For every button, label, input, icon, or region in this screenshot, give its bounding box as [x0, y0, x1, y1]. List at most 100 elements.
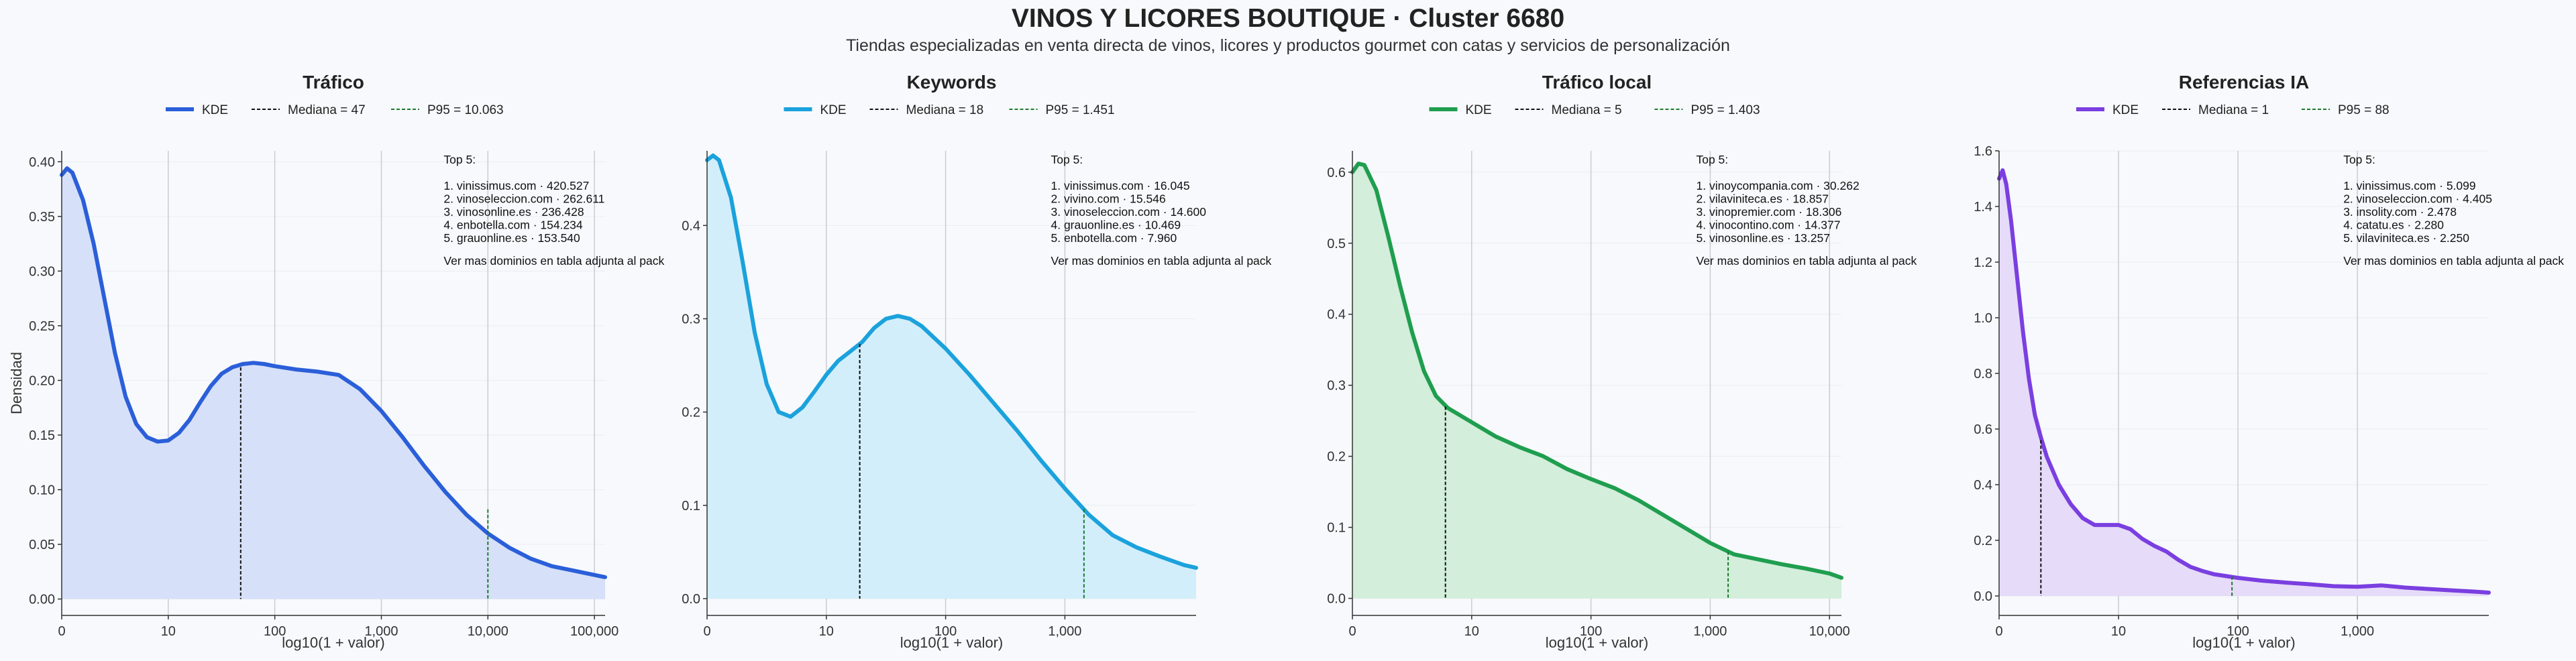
chart-trafico-ytick-1: 0.05	[29, 538, 55, 552]
chart-trafico-local-title: Tráfico local	[1542, 72, 1652, 93]
chart-trafico-top5-item-2: 2. vinoseleccion.com · 262.611	[443, 192, 604, 206]
chart-keywords-top5-item-1: 1. vinissimus.com · 16.045	[1051, 179, 1189, 192]
chart-referencias-ia-xtick-3: 1,000	[2341, 624, 2374, 639]
chart-trafico-local-top5-item-3: 3. vinopremier.com · 18.306	[1696, 205, 1841, 219]
chart-referencias-ia-legend-median: Mediana = 1	[2198, 103, 2269, 117]
chart-trafico-top5-item-5: 5. grauonline.es · 153.540	[443, 231, 580, 245]
chart-trafico-legend-p95: P95 = 10.063	[427, 103, 504, 117]
chart-keywords-xtick-3: 1,000	[1048, 624, 1081, 639]
page-title: VINOS Y LICORES BOUTIQUE · Cluster 6680	[1011, 4, 1565, 33]
chart-trafico-ytick-5: 0.25	[29, 319, 55, 334]
chart-trafico-ytick-3: 0.15	[29, 428, 55, 443]
chart-referencias-ia-ytick-6: 1.2	[1974, 255, 1992, 270]
chart-trafico-local-kde-area	[1352, 164, 1841, 599]
chart-keywords-top5-title: Top 5:	[1051, 153, 1083, 166]
chart-referencias-ia-ytick-3: 0.6	[1974, 422, 1992, 437]
page-subtitle: Tiendas especializadas en venta directa …	[846, 36, 1730, 55]
chart-trafico-local-ytick-3: 0.3	[1327, 379, 1346, 394]
chart-referencias-ia-xtick-1: 10	[2111, 624, 2126, 639]
chart-trafico-local-legend-median: Mediana = 5	[1552, 103, 1622, 117]
chart-keywords-ytick-4: 0.4	[682, 219, 700, 233]
chart-trafico-local-ytick-6: 0.6	[1327, 166, 1346, 180]
chart-trafico-local-ytick-1: 0.1	[1327, 521, 1346, 536]
chart-trafico-ytick-4: 0.20	[29, 373, 55, 388]
chart-keywords-xtick-0: 0	[703, 624, 710, 639]
chart-referencias-ia-legend-kde: KDE	[2112, 103, 2139, 117]
chart-trafico-legend: KDE Mediana = 47 P95 = 10.063	[166, 103, 504, 117]
chart-trafico-local-xtick-0: 0	[1348, 624, 1356, 639]
chart-referencias-ia-legend: KDE Mediana = 1 P95 = 88	[2076, 103, 2390, 117]
chart-referencias-ia-top5-item-4: 4. catatu.es · 2.280	[2343, 219, 2444, 232]
chart-referencias-ia-legend-p95: P95 = 88	[2338, 103, 2390, 117]
chart-referencias-ia-kde-line	[1997, 168, 2491, 595]
chart-trafico-top5-item-3: 3. vinosonline.es · 236.428	[443, 205, 584, 219]
chart-trafico-xlabel: log10(1 + valor)	[282, 634, 384, 651]
chart-referencias-ia-top5-item-1: 1. vinissimus.com · 5.099	[2343, 179, 2475, 192]
chart-referencias-ia-xtick-0: 0	[1995, 624, 2002, 639]
chart-trafico-local-xtick-3: 1,000	[1693, 624, 1727, 639]
chart-keywords-top5-item-2: 2. vivino.com · 15.546	[1051, 192, 1165, 206]
chart-trafico-kde-line	[60, 166, 607, 579]
chart-keywords-top5-item-4: 4. grauonline.es · 10.469	[1051, 219, 1181, 232]
chart-keywords-legend-kde: KDE	[820, 103, 847, 117]
chart-keywords-legend-p95: P95 = 1.451	[1046, 103, 1115, 117]
chart-referencias-ia-ytick-8: 1.6	[1974, 144, 1992, 159]
chart-trafico-xtick-1: 10	[161, 624, 176, 639]
chart-keywords-ytick-0: 0.0	[682, 592, 700, 607]
chart-trafico-local-top5-item-5: 5. vinosonline.es · 13.257	[1696, 231, 1829, 245]
chart-referencias-ia-top5-title: Top 5:	[2343, 153, 2375, 166]
chart-trafico-local-xtick-4: 10,000	[1809, 624, 1850, 639]
chart-referencias-ia-xlabel: log10(1 + valor)	[2192, 634, 2295, 651]
chart-trafico-local-ytick-5: 0.5	[1327, 237, 1346, 251]
chart-trafico-local-legend: KDE Mediana = 5 P95 = 1.403	[1429, 103, 1760, 117]
chart-trafico-xtick-4: 10,000	[468, 624, 508, 639]
chart-keywords-legend: KDE Mediana = 18 P95 = 1.451	[784, 103, 1115, 117]
chart-referencias-ia-kde-area	[1999, 170, 2489, 596]
chart-trafico-local-top5-title: Top 5:	[1696, 153, 1728, 166]
chart-trafico-ytick-2: 0.10	[29, 483, 55, 497]
chart-trafico-top5-title: Top 5:	[443, 153, 476, 166]
chart-trafico-local-ytick-0: 0.0	[1327, 592, 1346, 607]
chart-trafico-ytick-7: 0.35	[29, 210, 55, 225]
chart-referencias-ia-ytick-5: 1.0	[1974, 311, 1992, 326]
chart-trafico-local-xtick-2: 100	[1580, 624, 1602, 639]
chart-referencias-ia-ytick-4: 0.8	[1974, 367, 1992, 381]
chart-keywords-xlabel: log10(1 + valor)	[900, 634, 1003, 651]
chart-keywords-ytick-1: 0.1	[682, 499, 700, 514]
chart-trafico-local-legend-kde: KDE	[1466, 103, 1492, 117]
chart-trafico-xtick-0: 0	[58, 624, 65, 639]
chart-trafico-local-ytick-2: 0.2	[1327, 450, 1346, 465]
chart-trafico-local-top5-item-4: 4. vinocontino.com · 14.377	[1696, 219, 1840, 232]
chart-keywords-xtick-2: 100	[934, 624, 957, 639]
chart-referencias-ia-top5-item-3: 3. insolity.com · 2.478	[2343, 205, 2457, 219]
chart-keywords-xtick-1: 10	[819, 624, 834, 639]
chart-trafico-ytick-6: 0.30	[29, 264, 55, 279]
chart-referencias-ia-ytick-1: 0.2	[1974, 534, 1992, 548]
chart-trafico-legend-median: Mediana = 47	[288, 103, 366, 117]
chart-keywords-kde-area	[707, 156, 1196, 599]
chart-trafico-kde-area	[62, 168, 605, 599]
chart-keywords-legend-median: Mediana = 18	[906, 103, 984, 117]
chart-trafico-xtick-2: 100	[264, 624, 286, 639]
chart-trafico-local-xlabel: log10(1 + valor)	[1546, 634, 1648, 651]
chart-trafico-local-top5-note: Ver mas dominios en tabla adjunta al pac…	[1696, 254, 1917, 267]
chart-referencias-ia-ytick-7: 1.4	[1974, 200, 1992, 215]
chart-keywords-title: Keywords	[907, 72, 997, 93]
chart-keywords-top5-item-5: 5. enbotella.com · 7.960	[1051, 231, 1177, 245]
chart-keywords-ytick-3: 0.3	[682, 312, 700, 326]
chart-referencias-ia-title: Referencias IA	[2179, 72, 2310, 93]
chart-trafico-xtick-3: 1,000	[364, 624, 398, 639]
chart-trafico-local-top5-item-1: 1. vinoycompania.com · 30.262	[1696, 179, 1859, 192]
chart-trafico-ytick-8: 0.40	[29, 155, 55, 170]
chart-trafico-legend-kde: KDE	[202, 103, 228, 117]
chart-referencias-ia-top5-note: Ver mas dominios en tabla adjunta al pac…	[2343, 254, 2564, 267]
chart-trafico-local-kde-line	[1350, 162, 1843, 580]
